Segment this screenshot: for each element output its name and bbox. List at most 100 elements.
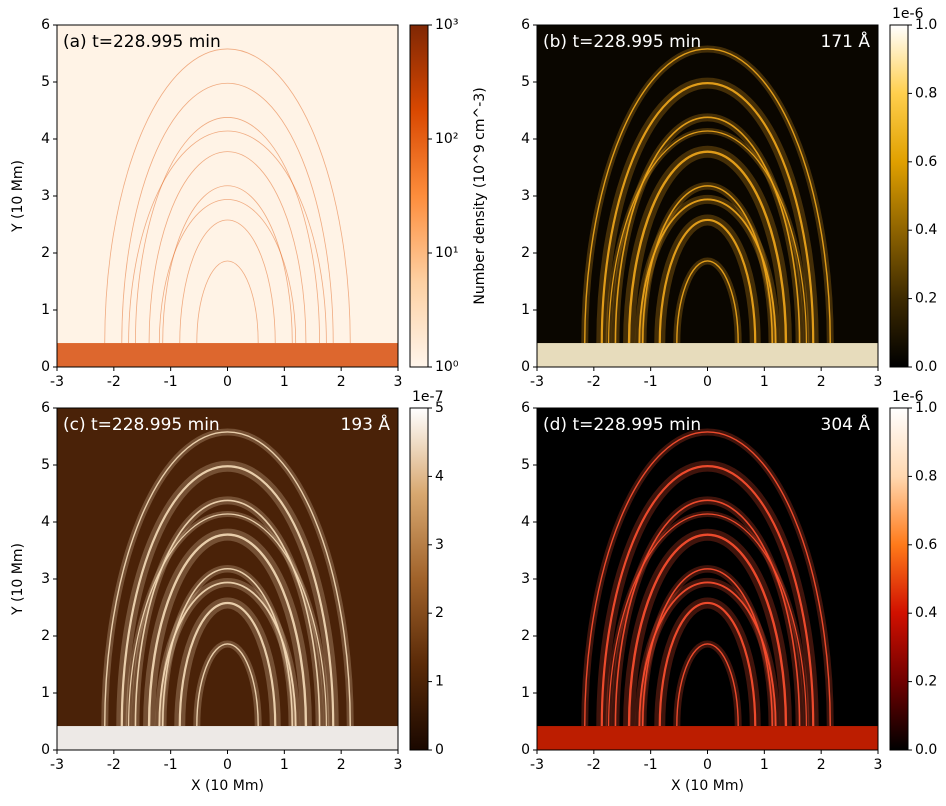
loop (196, 643, 259, 727)
y-tick-label: 3 (521, 571, 530, 587)
loop (676, 260, 739, 344)
loop (627, 533, 788, 727)
y-tick-label: 1 (521, 302, 530, 318)
y-axis-label: Y (10 Mm) (10, 543, 26, 616)
x-tick-label: 1 (760, 374, 769, 390)
colorbar-offset: 1e-6 (892, 389, 924, 405)
chromosphere (537, 726, 878, 750)
x-tick-label: -2 (107, 374, 121, 390)
colorbar-tick-label: 0.0 (915, 359, 937, 375)
y-tick-label: 5 (41, 457, 50, 473)
colorbar-tick-label: 0.6 (915, 154, 937, 170)
y-tick-label: 3 (521, 188, 530, 204)
x-axis-label: X (10 Mm) (671, 778, 744, 794)
loop (641, 567, 774, 727)
colorbar-tick-label: 0.8 (915, 85, 937, 101)
x-tick-label: -2 (587, 374, 601, 390)
loop (658, 601, 757, 727)
y-tick-label: 5 (521, 457, 530, 473)
colorbar-tick-label: 0.4 (915, 605, 937, 621)
colorbar (409, 407, 429, 751)
colorbar-tick-label: 4 (435, 468, 444, 484)
loop (128, 513, 327, 727)
y-tick-label: 2 (521, 628, 530, 644)
colorbar-tick-label: 0.8 (915, 468, 937, 484)
y-tick-label: 2 (41, 628, 50, 644)
chromosphere (57, 726, 398, 750)
x-tick-label: 3 (394, 757, 403, 773)
panel-title: (b) t=228.995 min (543, 32, 701, 52)
loop (179, 219, 276, 344)
y-tick-label: 6 (521, 400, 530, 416)
loop (614, 116, 801, 344)
colorbar-tick-label: 3 (435, 537, 444, 553)
x-tick-label: -3 (530, 757, 544, 773)
image (57, 428, 398, 750)
x-tick-label: 2 (817, 374, 826, 390)
x-tick-label: 3 (874, 374, 883, 390)
y-tick-label: 4 (521, 514, 530, 530)
plot-background (57, 408, 398, 750)
colorbar-tick-label: 0.6 (915, 537, 937, 553)
loop (121, 82, 334, 344)
panel-title: (a) t=228.995 min (63, 32, 221, 52)
colorbar-tick-label: 0.4 (915, 222, 937, 238)
colorbar-tick-label: 10³ (435, 17, 458, 33)
loop (135, 117, 320, 344)
y-axis-label: Y (10 Mm) (10, 160, 26, 233)
loop (608, 513, 807, 727)
loop (162, 185, 293, 344)
colorbar-offset: 1e-7 (412, 389, 443, 405)
colorbar-tick-label: 0.2 (915, 291, 937, 307)
x-tick-label: -1 (164, 757, 178, 773)
plot-background (57, 25, 398, 367)
loop (120, 465, 335, 727)
y-tick-label: 3 (41, 188, 50, 204)
loop (627, 150, 788, 344)
x-tick-label: -1 (644, 757, 658, 773)
loop (158, 581, 297, 727)
colorbar-tick-label: 10⁰ (435, 359, 459, 375)
y-tick-label: 3 (41, 571, 50, 587)
x-tick-label: 3 (394, 374, 403, 390)
loop (608, 130, 807, 344)
x-tick-label: 2 (337, 757, 346, 773)
loop (128, 130, 327, 344)
y-tick-label: 5 (521, 74, 530, 90)
colorbar-tick-label: 0.0 (915, 742, 937, 758)
y-tick-label: 1 (521, 685, 530, 701)
chromosphere (57, 343, 398, 367)
y-tick-label: 4 (521, 131, 530, 147)
x-tick-label: 0 (223, 374, 232, 390)
x-tick-label: 3 (874, 757, 883, 773)
y-tick-label: 0 (521, 359, 530, 375)
colorbar-tick-label: 1.0 (915, 400, 937, 416)
loop (104, 48, 351, 344)
x-tick-label: -2 (107, 757, 121, 773)
loop (638, 581, 777, 727)
y-tick-label: 2 (41, 245, 50, 261)
colorbar-tick-label: 10¹ (435, 245, 458, 261)
loop (147, 533, 308, 727)
colorbar-tick-label: 1 (435, 674, 444, 690)
loop (600, 82, 815, 344)
y-tick-label: 6 (521, 17, 530, 33)
loop (638, 198, 777, 344)
y-tick-label: 1 (41, 302, 50, 318)
x-tick-label: 0 (223, 757, 232, 773)
x-tick-label: -1 (644, 374, 658, 390)
y-tick-label: 0 (41, 359, 50, 375)
colorbar-tick-label: 2 (435, 605, 444, 621)
loop (658, 218, 757, 344)
x-tick-label: 1 (280, 757, 289, 773)
y-tick-label: 5 (41, 74, 50, 90)
x-tick-label: 0 (703, 757, 712, 773)
wavelength: 304 Å (821, 413, 871, 435)
x-tick-label: -2 (587, 757, 601, 773)
colorbar (409, 24, 429, 368)
y-tick-label: 0 (521, 742, 530, 758)
plot-background (537, 25, 878, 367)
y-tick-label: 1 (41, 685, 50, 701)
x-tick-label: -3 (530, 374, 544, 390)
